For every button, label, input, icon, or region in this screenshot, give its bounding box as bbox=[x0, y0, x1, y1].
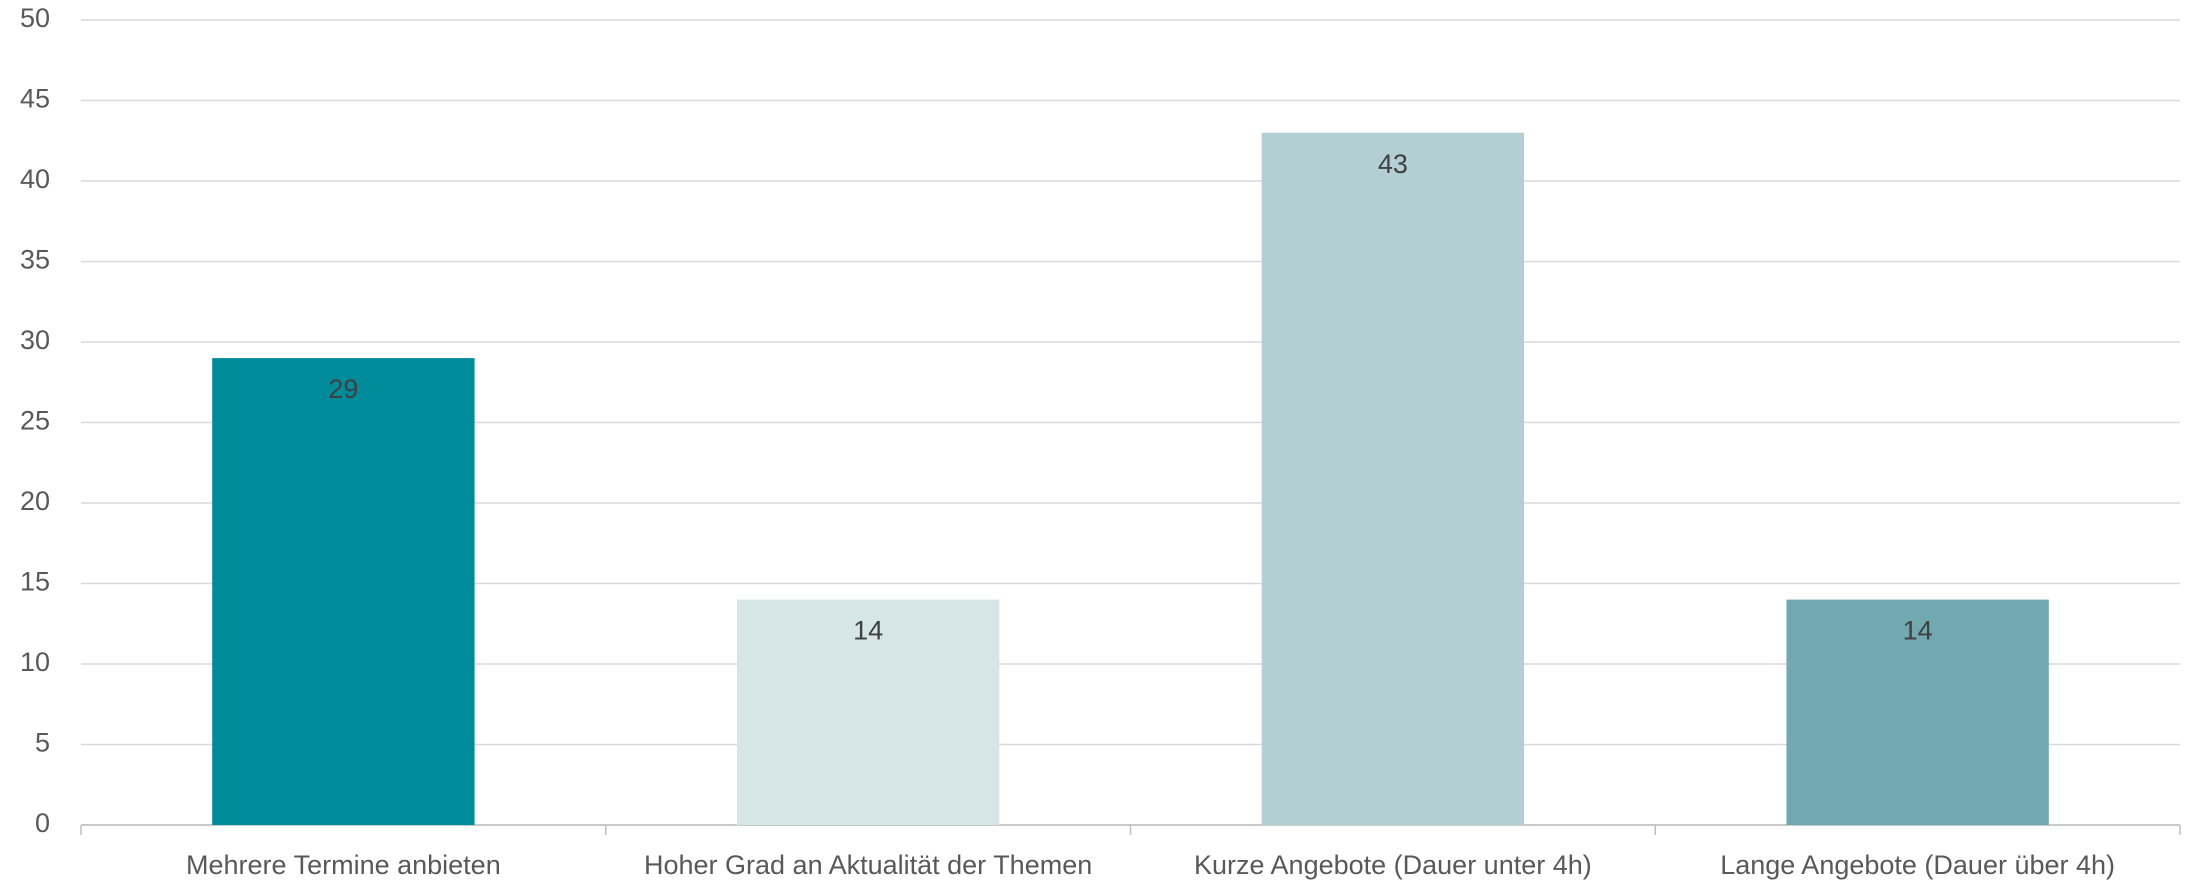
y-tick-label: 45 bbox=[20, 84, 50, 114]
data-label: 14 bbox=[853, 616, 883, 646]
bar bbox=[736, 599, 1000, 825]
x-tick-label: Hoher Grad an Aktualität der Themen bbox=[644, 850, 1092, 880]
x-tick-label: Kurze Angebote (Dauer unter 4h) bbox=[1194, 850, 1592, 880]
y-tick-label: 20 bbox=[20, 486, 50, 516]
data-label: 14 bbox=[1903, 616, 1933, 646]
data-label: 29 bbox=[328, 374, 358, 404]
y-tick-label: 5 bbox=[35, 728, 50, 758]
x-tick-label: Lange Angebote (Dauer über 4h) bbox=[1720, 850, 2115, 880]
y-tick-label: 35 bbox=[20, 245, 50, 275]
data-label: 43 bbox=[1378, 149, 1408, 179]
bar bbox=[1786, 599, 2049, 825]
y-tick-label: 10 bbox=[20, 647, 50, 677]
y-tick-label: 15 bbox=[20, 567, 50, 597]
bar bbox=[1261, 132, 1525, 825]
y-tick-label: 25 bbox=[20, 406, 50, 436]
y-tick-label: 50 bbox=[20, 3, 50, 33]
y-tick-label: 40 bbox=[20, 164, 50, 194]
bar bbox=[212, 358, 475, 825]
x-tick-label: Mehrere Termine anbieten bbox=[186, 850, 501, 880]
y-tick-label: 0 bbox=[35, 808, 50, 838]
y-tick-label: 30 bbox=[20, 325, 50, 355]
